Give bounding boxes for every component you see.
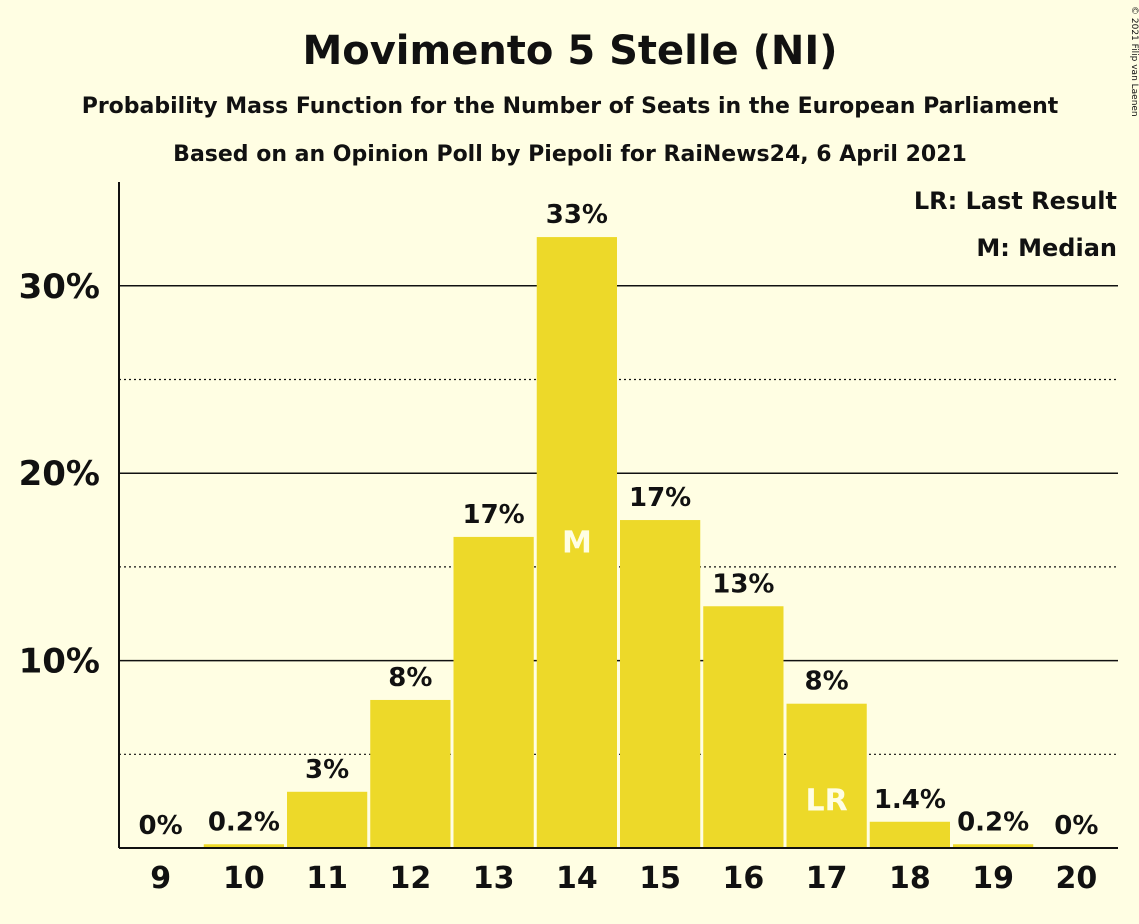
y-tick-label-10: 10% [19, 642, 100, 682]
x-tick-label-15: 15 [639, 861, 681, 896]
data-label-20: 0% [1054, 811, 1098, 841]
data-label-10: 0.2% [208, 807, 280, 837]
x-tick-label-19: 19 [972, 861, 1014, 896]
x-tick-label-18: 18 [889, 861, 931, 896]
x-tick-label-12: 12 [390, 861, 432, 896]
data-label-11: 3% [305, 755, 349, 785]
data-label-17: 8% [805, 667, 849, 697]
data-label-15: 17% [629, 483, 691, 513]
gridlines [119, 285, 1118, 755]
bar-17 [786, 703, 867, 848]
x-tick-label-11: 11 [306, 861, 348, 896]
data-label-12: 8% [388, 663, 432, 693]
chart-title: Movimento 5 Stelle (NI) [302, 28, 837, 74]
bar-10 [203, 844, 284, 848]
y-tick-label-30: 30% [19, 267, 100, 307]
legend-last-result: LR: Last Result [914, 187, 1117, 215]
x-tick-label-9: 9 [150, 861, 171, 896]
data-label-16: 13% [712, 569, 774, 599]
x-tick-label-17: 17 [806, 861, 848, 896]
bars [203, 237, 1034, 849]
bar-18 [869, 821, 950, 848]
data-label-13: 17% [463, 500, 525, 530]
x-tick-label-14: 14 [556, 861, 598, 896]
x-tick-label-13: 13 [473, 861, 515, 896]
x-tick-labels: 9 10 11 12 13 14 15 16 17 18 19 20 [150, 861, 1097, 896]
chart-subtitle: Probability Mass Function for the Number… [82, 94, 1059, 119]
bar-annotation-lr: LR [806, 783, 848, 818]
chart-subtitle-source: Based on an Opinion Poll by Piepoli for … [173, 142, 967, 167]
bar-16 [703, 606, 784, 848]
x-tick-label-20: 20 [1056, 861, 1098, 896]
bar-annotation-m: M [562, 526, 592, 561]
y-tick-labels: 10% 20% 30% [19, 267, 100, 682]
data-label-9: 0% [139, 811, 183, 841]
bar-15 [620, 520, 701, 848]
bar-11 [287, 791, 368, 848]
legend-median: M: Median [976, 234, 1117, 262]
x-tick-label-16: 16 [723, 861, 765, 896]
data-label-14: 33% [546, 200, 608, 230]
data-label-19: 0.2% [957, 807, 1029, 837]
bar-13 [453, 536, 534, 848]
y-tick-label-20: 20% [19, 454, 100, 494]
bar-14 [536, 237, 617, 849]
x-tick-label-10: 10 [223, 861, 265, 896]
data-label-18: 1.4% [874, 785, 946, 815]
bar-12 [370, 699, 451, 848]
data-labels: 0% 0.2% 3% 8% 17% 33% 17% 13% 8% 1.4% 0.2% 0% M LR [139, 200, 1099, 841]
copyright-text: © 2021 Filip van Laenen [1129, 6, 1139, 117]
bar-19 [953, 844, 1034, 848]
